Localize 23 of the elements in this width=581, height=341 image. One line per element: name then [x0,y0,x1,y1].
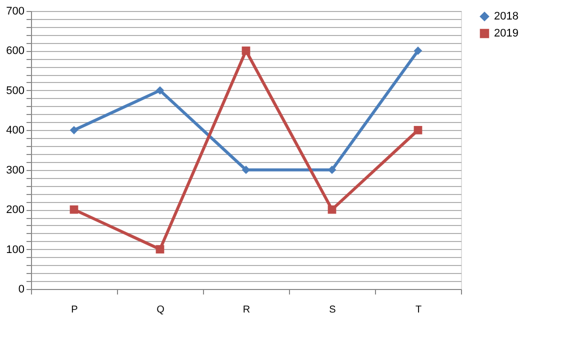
y-tick-label: 300 [6,164,24,176]
point [156,245,164,254]
y-tick-label: 200 [6,204,24,216]
point [414,126,422,134]
y-tick-label: 400 [6,124,24,137]
legend-label: 2018 [494,10,518,22]
point [70,126,78,134]
y-tick-label: 600 [6,45,24,58]
point [156,86,164,95]
y-tick-label: 500 [6,84,24,97]
y-tick-label: 700 [6,6,24,18]
x-tick-label: S [329,304,336,316]
legend-label: 2019 [494,28,518,40]
x-tick-label: T [415,304,422,316]
point [242,46,250,55]
y-tick-label: 100 [6,244,24,256]
y-tick-label: 0 [18,284,24,296]
x-tick-label: Q [156,304,165,316]
point [414,46,422,55]
x-tick-label: P [71,304,78,316]
point [70,205,78,214]
x-tick-label: R [242,304,250,316]
point [328,205,336,214]
